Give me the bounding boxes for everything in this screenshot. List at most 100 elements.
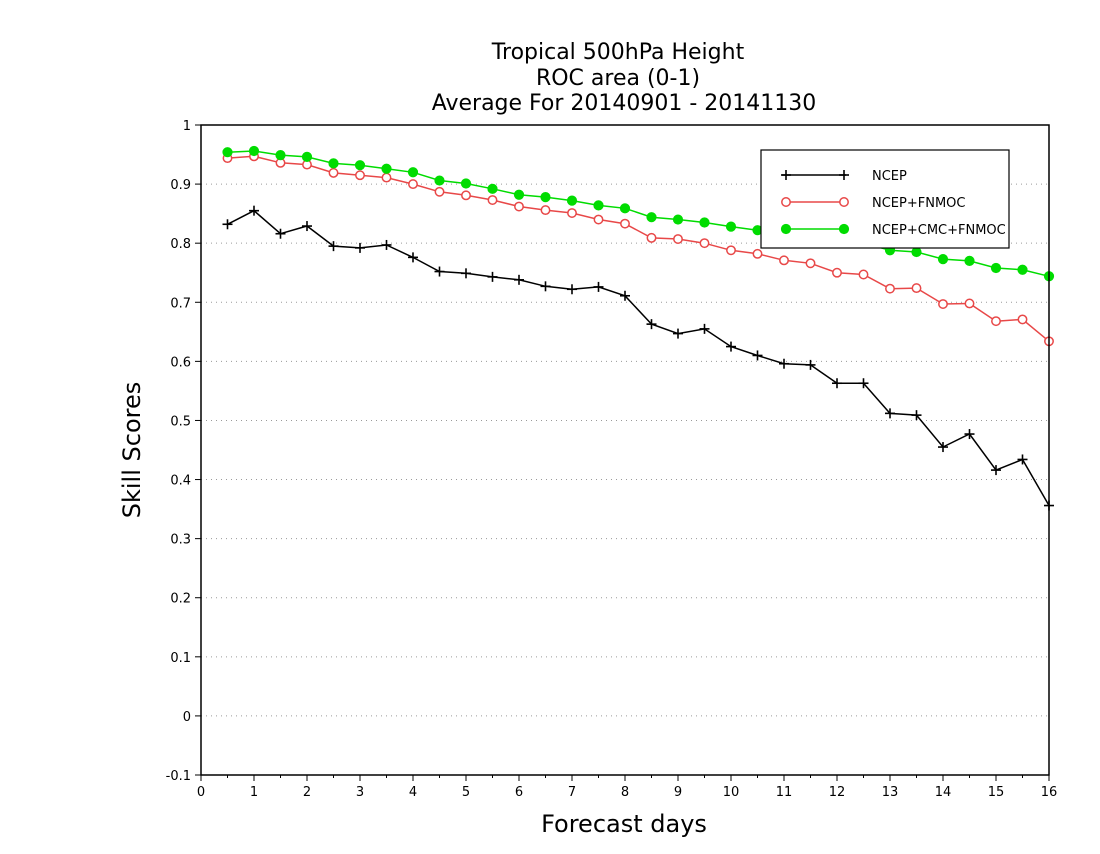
y-tick-label: 0.2: [170, 592, 191, 607]
series-ncep-fnmoc: [222, 151, 1054, 347]
legend-swatch-marker: [780, 223, 792, 235]
data-point-ncep-fnmoc: [805, 258, 816, 269]
data-point-ncep: [275, 228, 286, 239]
y-tick-label: -0.1: [166, 769, 191, 784]
legend-entries: NCEP NCEP+FNMOC NCEP+CMC+FNMOC: [780, 169, 1006, 238]
legend-swatch-marker: [781, 170, 791, 180]
data-point-ncep: [408, 252, 418, 263]
gridlines: [201, 183, 1049, 717]
y-tick-label: 1: [183, 119, 191, 134]
data-point-ncep-fnmoc: [328, 167, 339, 178]
x-tick-label: 16: [1041, 785, 1058, 800]
y-tick-label: 0.1: [170, 651, 191, 666]
x-tick-label: 2: [303, 785, 311, 800]
data-point-ncep-cmc-fnmoc: [911, 246, 922, 258]
y-axis-title: Skill Scores: [118, 382, 146, 519]
data-point-ncep-cmc-fnmoc: [460, 178, 472, 189]
legend: NCEP NCEP+FNMOC NCEP+CMC+FNMOC: [760, 149, 1010, 249]
plot-frame: [200, 124, 1050, 776]
data-point-ncep: [514, 274, 524, 285]
data-point-ncep-fnmoc: [779, 255, 789, 266]
data-point-ncep-cmc-fnmoc: [964, 255, 975, 267]
legend-label: NCEP: [872, 169, 907, 184]
data-point-ncep-cmc-fnmoc: [699, 217, 710, 228]
y-tick-label: 0.6: [170, 355, 191, 370]
data-point-ncep: [249, 205, 259, 216]
data-point-ncep-fnmoc: [885, 283, 895, 294]
data-point-ncep-cmc-fnmoc: [328, 158, 339, 169]
y-tick-label: 0.8: [170, 237, 191, 252]
data-point-ncep: [381, 239, 392, 250]
data-point-ncep: [885, 408, 895, 419]
data-point-ncep-fnmoc: [911, 283, 922, 294]
axes: -0.100.10.20.30.40.50.60.70.80.910 1 2 3 4 5 6…: [166, 119, 1058, 800]
data-point-ncep-cmc-fnmoc: [619, 203, 631, 214]
data-point-ncep: [302, 221, 312, 232]
data-point-ncep: [646, 319, 657, 330]
y-tick-label: 0.9: [170, 178, 191, 193]
data-point-ncep-cmc-fnmoc: [407, 167, 419, 178]
data-point-ncep-cmc-fnmoc: [248, 145, 260, 157]
data-point-ncep: [805, 359, 816, 370]
legend-box: [760, 149, 1010, 249]
data-point-ncep-fnmoc: [699, 238, 710, 249]
y-tick-label: 0: [183, 710, 191, 725]
data-point-ncep-fnmoc: [752, 248, 763, 259]
data-point-ncep-fnmoc: [646, 232, 657, 243]
x-axis-title: Forecast days: [541, 810, 707, 838]
data-point-ncep: [779, 358, 789, 369]
x-tick-label: 5: [462, 785, 470, 800]
y-tick-label: 0.4: [170, 474, 191, 489]
data-point-ncep-fnmoc: [514, 201, 524, 212]
data-point-ncep: [673, 328, 683, 339]
data-point-ncep-fnmoc: [408, 179, 418, 190]
legend-swatch-marker: [781, 197, 791, 207]
data-point-ncep-cmc-fnmoc: [275, 150, 286, 161]
data-point-ncep: [991, 465, 1001, 476]
x-tick-label: 12: [829, 785, 846, 800]
data-point-ncep-fnmoc: [991, 316, 1001, 327]
data-point-ncep-cmc-fnmoc: [1017, 264, 1028, 275]
data-point-ncep-cmc-fnmoc: [990, 262, 1002, 274]
data-point-ncep-fnmoc: [938, 299, 948, 309]
x-tick-label: 8: [621, 785, 629, 800]
x-tick-label: 13: [882, 785, 899, 800]
data-point-ncep-fnmoc: [434, 186, 445, 197]
data-point-ncep: [434, 266, 445, 277]
data-point-ncep-cmc-fnmoc: [381, 163, 392, 174]
chart-title-line-3: Average For 20140901 - 20141130: [432, 91, 817, 116]
x-tick-label: 0: [197, 785, 205, 800]
data-point-ncep-fnmoc: [832, 267, 842, 278]
legend-label: NCEP+CMC+FNMOC: [872, 223, 1006, 238]
x-tick-label: 3: [356, 785, 364, 800]
data-point-ncep: [540, 281, 551, 292]
data-point-ncep-cmc-fnmoc: [593, 200, 604, 211]
y-tick-label: 0.3: [170, 533, 191, 548]
data-point-ncep-cmc-fnmoc: [646, 212, 657, 223]
x-tick-label: 10: [723, 785, 740, 800]
x-tick-label: 9: [674, 785, 682, 800]
data-point-ncep: [620, 290, 630, 301]
data-point-ncep: [355, 242, 365, 253]
x-tick-label: 14: [935, 785, 952, 800]
data-point-ncep: [1017, 454, 1028, 465]
data-point-ncep-cmc-fnmoc: [540, 191, 551, 203]
data-point-ncep-fnmoc: [461, 190, 471, 201]
x-tick-label: 1: [250, 785, 258, 800]
data-point-ncep: [752, 350, 763, 361]
series-ncep: [222, 205, 1054, 511]
y-tick-label: 0.5: [170, 414, 191, 429]
data-point-ncep: [222, 219, 233, 230]
data-point-ncep-fnmoc: [620, 218, 630, 229]
data-point-ncep: [964, 429, 975, 440]
data-point-ncep: [832, 378, 842, 389]
legend-entry-ncep-fnmoc: NCEP+FNMOC: [781, 196, 965, 211]
data-point-ncep-fnmoc: [540, 205, 551, 216]
data-point-ncep: [858, 378, 869, 389]
data-point-ncep-fnmoc: [726, 245, 736, 256]
x-tick-label: 4: [409, 785, 417, 800]
data-point-ncep-fnmoc: [487, 195, 498, 205]
legend-swatch-marker: [839, 197, 849, 207]
x-tick-label: 6: [515, 785, 523, 800]
